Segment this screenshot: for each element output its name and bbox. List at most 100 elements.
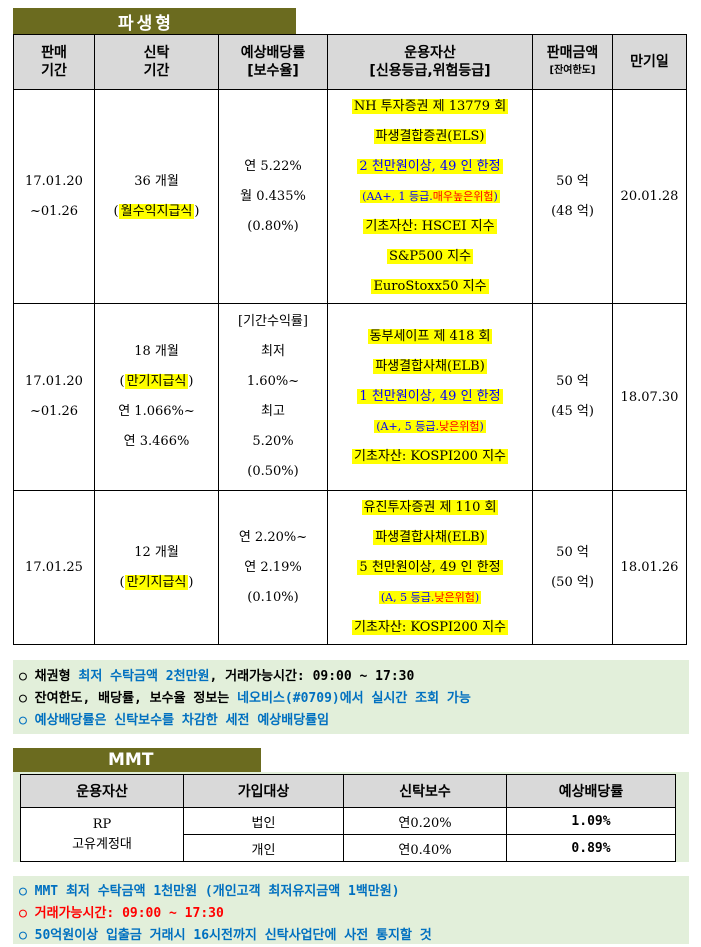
fee-rate: (0.50%)	[247, 464, 299, 479]
mmt-rate: 0.89%	[506, 834, 676, 862]
asset-info: NH 투자증권 제 13779 회 파생결합증권(ELS) 2 천만원이상, 4…	[327, 89, 533, 304]
asset-type: 파생결합사채(ELB)	[373, 359, 487, 374]
amount-total: 50 억	[556, 173, 589, 189]
header-asset: 운용자산	[20, 774, 184, 808]
header-maturity: 만기일	[612, 34, 687, 90]
mmt-fee: 연0.20%	[343, 807, 507, 835]
mmt-fee: 연0.40%	[343, 834, 507, 862]
section-title-derivative: 파생형	[13, 8, 296, 34]
derivative-table: 판매 기간 신탁 기간 예상배당률 [보수율] 운용자산 [신용등급,위험등급]…	[13, 34, 687, 645]
table-row: 17.01.20 ~01.26 36 개월 (월수익지급식) 연 5.22% 월…	[13, 89, 687, 304]
payout-type: (만기지급식)	[119, 374, 194, 389]
maturity-date: 20.01.28	[612, 89, 687, 304]
amount-remaining: (45 억)	[551, 404, 594, 419]
header-target: 가입대상	[183, 774, 344, 808]
table-row: 개인 연0.40% 0.89%	[21, 834, 676, 862]
rate-line: 연 2.20%~	[238, 529, 308, 545]
trust-term: 18 개월 (만기지급식) 연 1.066%~ 연 3.466%	[94, 303, 219, 491]
asset-line: 고유계정대	[72, 836, 132, 852]
rate-line: 5.20%	[252, 434, 294, 449]
maturity-date: 18.01.26	[612, 490, 687, 645]
asset-minimum: 1 천만원이상, 49 인 한정	[357, 389, 503, 404]
trust-term: 36 개월 (월수익지급식)	[94, 89, 219, 304]
term-months: 18 개월	[134, 344, 179, 359]
underlying-asset: EuroStoxx50 지수	[371, 278, 489, 294]
payout-type: (월수익지급식)	[113, 203, 200, 219]
asset-grade: (A, 5 등급.낮은위험)	[378, 590, 482, 604]
header-rate: 예상배당률	[506, 774, 676, 808]
underlying-asset: 기초자산: KOSPI200 지수	[351, 449, 509, 464]
period-end: ~01.26	[29, 404, 79, 419]
header-amount: 판매금액 [잔여한도]	[532, 34, 613, 90]
maturity-date: 18.07.30	[612, 303, 687, 491]
underlying-asset: 기초자산: HSCEI 지수	[363, 218, 497, 234]
header-asset: 운용자산 [신용등급,위험등급]	[327, 34, 533, 90]
fee-rate: (0.10%)	[247, 589, 299, 605]
underlying-asset: 기초자산: KOSPI200 지수	[351, 619, 509, 635]
sale-period: 17.01.20 ~01.26	[13, 303, 95, 491]
mmt-table: 운용자산 가입대상 신탁보수 예상배당률 RP 고유계정대 법인 연0.20% …	[20, 774, 676, 862]
asset-line: RP	[92, 816, 112, 832]
asset-issuer: NH 투자증권 제 13779 회	[351, 98, 509, 114]
table-row: RP 고유계정대 법인 연0.20% 1.09%	[20, 807, 676, 862]
rate-caption: [기간수익률]	[238, 314, 308, 329]
sale-amount: 50 억 (45 억)	[532, 303, 613, 491]
expected-rate: 연 5.22% 월 0.435% (0.80%)	[218, 89, 328, 304]
notes-mmt: ○ MMT 최저 수탁금액 1천만원 (개인고객 최저유지금액 1백만원) ○ …	[13, 876, 689, 944]
mmt-asset: RP 고유계정대	[20, 807, 184, 862]
header-remaining-limit: [잔여한도]	[549, 65, 596, 76]
note-line: ○ 채권형 최저 수탁금액 2천만원, 거래가능시간: 09:00 ~ 17:3…	[19, 669, 415, 684]
table-row: 17.01.20 ~01.26 18 개월 (만기지급식) 연 1.066%~ …	[13, 303, 687, 491]
notes-bond: ○ 채권형 최저 수탁금액 2천만원, 거래가능시간: 09:00 ~ 17:3…	[13, 660, 689, 734]
mmt-target: 법인	[183, 807, 344, 835]
asset-minimum: 2 천만원이상, 49 인 한정	[357, 158, 503, 174]
annual-rate-max: 연 3.466%	[123, 434, 190, 449]
asset-issuer: 유진투자증권 제 110 회	[361, 499, 499, 515]
expected-rate: [기간수익률] 최저 1.60%~ 최고 5.20% (0.50%)	[218, 303, 328, 491]
header-trust-term: 신탁 기간	[94, 34, 219, 90]
asset-issuer: 동부세이프 제 418 회	[367, 329, 493, 344]
asset-type: 파생결합증권(ELS)	[373, 128, 487, 144]
amount-remaining: (50 억)	[551, 574, 594, 590]
note-line: ○ 잔여한도, 배당률, 보수율 정보는 네오비스(#0709)에서 실시간 조…	[19, 691, 471, 706]
rate-line: 연 2.19%	[244, 559, 302, 575]
header-fee: 신탁보수	[343, 774, 507, 808]
asset-info: 동부세이프 제 418 회 파생결합사채(ELB) 1 천만원이상, 49 인 …	[327, 303, 533, 491]
header-row: 판매 기간 신탁 기간 예상배당률 [보수율] 운용자산 [신용등급,위험등급]…	[13, 34, 687, 90]
note-line: ○ 50억원이상 입출금 거래시 16시전까지 신탁사업단에 사전 통지할 것	[19, 928, 432, 943]
period-start: 17.01.20	[25, 173, 83, 189]
term-months: 36 개월	[134, 173, 179, 189]
payout-type: (만기지급식)	[119, 574, 194, 590]
header-sale-period: 판매 기간	[13, 34, 95, 90]
header-row: 운용자산 가입대상 신탁보수 예상배당률	[20, 774, 676, 808]
rate-line: 연 5.22%	[244, 158, 302, 174]
amount-total: 50 억	[556, 544, 589, 560]
asset-info: 유진투자증권 제 110 회 파생결합사채(ELB) 5 천만원이상, 49 인…	[327, 490, 533, 645]
sale-amount: 50 억 (50 억)	[532, 490, 613, 645]
rate-line: 최저	[261, 344, 285, 359]
section-title-mmt: MMT	[13, 748, 261, 772]
note-line: ○ MMT 최저 수탁금액 1천만원 (개인고객 최저유지금액 1백만원)	[19, 884, 400, 899]
asset-minimum: 5 천만원이상, 49 인 한정	[357, 559, 503, 575]
asset-grade: (A+, 5 등급.낮은위험)	[374, 420, 486, 433]
header-amount-label: 판매금액	[546, 45, 599, 61]
rate-line: 최고	[261, 404, 285, 419]
period-end: ~01.26	[29, 203, 79, 219]
expected-rate: 연 2.20%~ 연 2.19% (0.10%)	[218, 490, 328, 645]
rate-line: 월 0.435%	[240, 188, 306, 204]
rate-line: 1.60%~	[246, 374, 300, 389]
mmt-rate: 1.09%	[506, 807, 676, 835]
asset-type: 파생결합사채(ELB)	[373, 529, 487, 545]
table-row: 17.01.25 12 개월 (만기지급식) 연 2.20%~ 연 2.19% …	[13, 490, 687, 645]
trust-term: 12 개월 (만기지급식)	[94, 490, 219, 645]
sale-period: 17.01.25	[13, 490, 95, 645]
term-months: 12 개월	[134, 544, 179, 560]
amount-remaining: (48 억)	[551, 203, 594, 219]
underlying-asset: S&P500 지수	[386, 248, 474, 264]
note-line: ○ 거래가능시간: 09:00 ~ 17:30	[19, 906, 224, 921]
mmt-target: 개인	[183, 834, 344, 862]
header-expected-rate: 예상배당률 [보수율]	[218, 34, 328, 90]
annual-rate-min: 연 1.066%~	[118, 404, 195, 419]
amount-total: 50 억	[556, 374, 589, 389]
note-line: ○ 예상배당률은 신탁보수를 차감한 세전 예상배당률임	[19, 713, 330, 728]
